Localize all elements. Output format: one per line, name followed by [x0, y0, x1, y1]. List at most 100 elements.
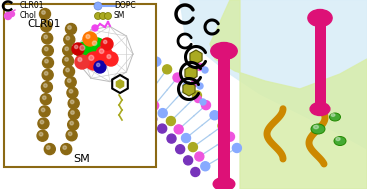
Ellipse shape	[308, 9, 332, 26]
Circle shape	[63, 66, 75, 77]
Ellipse shape	[313, 125, 319, 129]
Circle shape	[59, 55, 68, 64]
Circle shape	[97, 63, 100, 67]
Polygon shape	[210, 0, 367, 189]
Circle shape	[63, 146, 66, 149]
Circle shape	[38, 63, 47, 72]
Circle shape	[75, 55, 89, 69]
Circle shape	[63, 55, 74, 66]
Circle shape	[64, 34, 75, 45]
Text: SM: SM	[74, 154, 90, 164]
Circle shape	[183, 82, 192, 91]
Circle shape	[90, 78, 99, 87]
Circle shape	[65, 58, 68, 61]
Circle shape	[41, 81, 52, 93]
Circle shape	[92, 41, 97, 45]
Circle shape	[197, 83, 203, 89]
Circle shape	[117, 38, 126, 46]
Circle shape	[25, 50, 34, 59]
Circle shape	[65, 77, 76, 88]
Text: SM: SM	[114, 12, 126, 20]
FancyBboxPatch shape	[4, 4, 156, 167]
Circle shape	[89, 55, 94, 60]
Circle shape	[163, 65, 172, 74]
Circle shape	[36, 51, 46, 60]
Circle shape	[80, 23, 89, 32]
Circle shape	[68, 132, 72, 136]
Bar	[315, 26, 326, 104]
Circle shape	[70, 121, 73, 125]
Circle shape	[195, 95, 201, 102]
Circle shape	[103, 40, 107, 44]
Circle shape	[201, 101, 211, 110]
Circle shape	[43, 96, 46, 100]
Circle shape	[24, 61, 33, 70]
Circle shape	[94, 2, 102, 10]
Text: Chol: Chol	[20, 12, 37, 20]
Circle shape	[96, 46, 112, 62]
Circle shape	[201, 162, 210, 171]
Circle shape	[4, 12, 11, 19]
Circle shape	[105, 32, 114, 41]
Circle shape	[61, 144, 72, 155]
Circle shape	[70, 100, 74, 104]
Ellipse shape	[330, 113, 341, 121]
Circle shape	[176, 145, 185, 154]
Circle shape	[43, 57, 54, 68]
Circle shape	[93, 27, 102, 36]
Circle shape	[232, 143, 241, 153]
Circle shape	[191, 167, 200, 177]
Circle shape	[68, 79, 71, 82]
Circle shape	[44, 47, 48, 51]
Bar	[160, 0, 367, 189]
Circle shape	[42, 45, 53, 56]
Circle shape	[112, 76, 121, 85]
Ellipse shape	[331, 114, 335, 116]
Text: CLR01: CLR01	[27, 19, 61, 29]
Circle shape	[44, 35, 47, 39]
Circle shape	[218, 121, 227, 130]
Circle shape	[83, 32, 97, 46]
Ellipse shape	[334, 136, 346, 146]
Circle shape	[103, 84, 112, 93]
Polygon shape	[116, 79, 124, 89]
Circle shape	[38, 118, 49, 129]
Polygon shape	[190, 50, 202, 64]
Circle shape	[71, 111, 74, 114]
Circle shape	[150, 101, 159, 110]
Circle shape	[63, 45, 74, 56]
Circle shape	[92, 25, 98, 31]
Circle shape	[72, 43, 84, 55]
Ellipse shape	[336, 137, 340, 141]
Circle shape	[44, 72, 48, 75]
Circle shape	[67, 87, 78, 98]
Circle shape	[101, 38, 113, 50]
Circle shape	[210, 111, 219, 120]
Circle shape	[75, 45, 78, 49]
Circle shape	[115, 90, 124, 99]
Circle shape	[184, 156, 193, 165]
Circle shape	[42, 11, 45, 14]
Circle shape	[76, 42, 94, 60]
Circle shape	[94, 61, 106, 73]
Circle shape	[195, 152, 204, 161]
Circle shape	[45, 59, 48, 63]
Circle shape	[41, 108, 45, 112]
Bar	[218, 59, 230, 179]
Circle shape	[141, 50, 150, 59]
Circle shape	[44, 84, 47, 87]
Circle shape	[40, 94, 51, 105]
Polygon shape	[180, 0, 367, 149]
Circle shape	[188, 143, 197, 152]
Circle shape	[192, 80, 199, 87]
Circle shape	[129, 43, 138, 53]
Circle shape	[86, 35, 90, 39]
Circle shape	[43, 23, 47, 26]
Circle shape	[78, 58, 82, 61]
Circle shape	[39, 132, 43, 136]
Circle shape	[196, 64, 203, 70]
Circle shape	[42, 33, 53, 44]
Circle shape	[107, 55, 111, 59]
Circle shape	[65, 69, 73, 78]
Circle shape	[68, 119, 79, 130]
